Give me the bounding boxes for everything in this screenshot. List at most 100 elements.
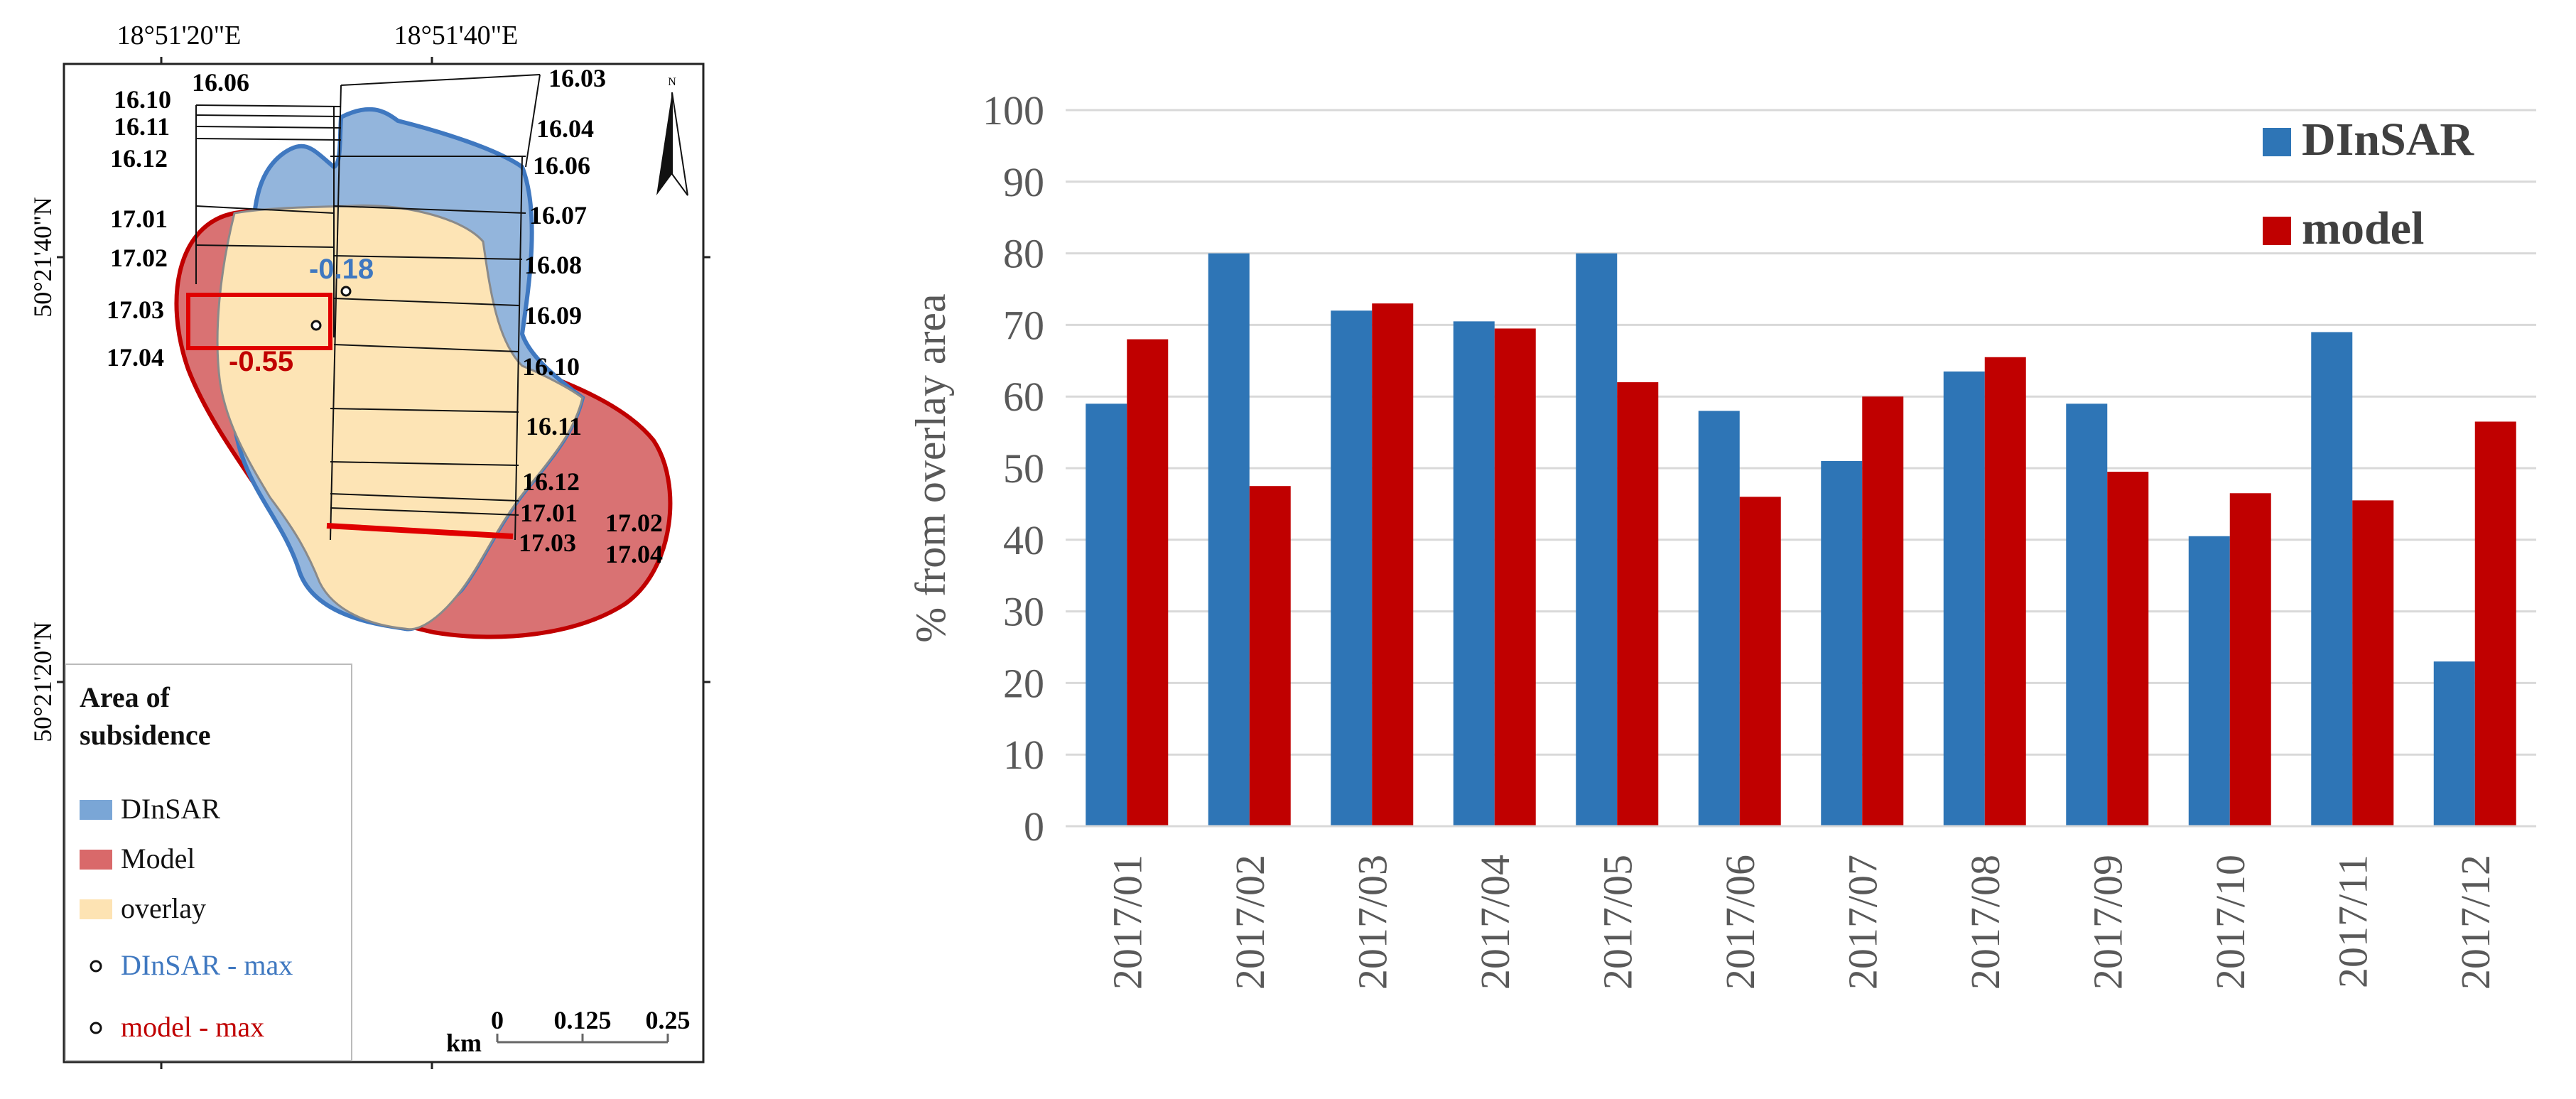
legend-label-dinsar: DInSAR — [2302, 114, 2474, 166]
panel-label: 16.12 — [110, 144, 168, 173]
y-tick-label: 20 — [1003, 660, 1044, 706]
x-axis-ticks: 2017/01 2017/02 2017/03 2017/04 2017/05 2017/… — [1104, 855, 2499, 990]
x-tick-label: 2017/01 — [1104, 855, 1150, 990]
bar-model-2017-02 — [1249, 486, 1291, 826]
legend-label-dinsar: DInSAR — [121, 793, 220, 825]
coord-top-1: 18°51'20"E — [117, 21, 242, 50]
y-tick-label: 70 — [1003, 302, 1044, 348]
dinsar-max-value: -0.18 — [309, 254, 374, 285]
bar-dinsar-2017-06 — [1698, 411, 1740, 826]
x-tick-label: 2017/08 — [1962, 855, 2008, 990]
y-axis-ticks: 0 10 20 30 40 50 60 70 80 90 100 — [983, 87, 1044, 850]
bar-model-2017-03 — [1372, 303, 1414, 826]
bar-dinsar-2017-07 — [1821, 460, 1863, 826]
panel-label: 17.04 — [107, 343, 164, 372]
legend-label-model: model — [2302, 202, 2424, 254]
legend-swatch-model — [2263, 217, 2291, 245]
scale-bar: km 0 0.125 0.25 — [446, 1006, 691, 1057]
y-axis-title: % from overlay area — [907, 293, 954, 642]
coord-top-2: 18°51'40"E — [394, 21, 519, 50]
legend-label-model-max: model - max — [121, 1011, 264, 1043]
legend-title-line1: Area of — [80, 681, 171, 713]
bar-model-2017-10 — [2229, 493, 2271, 826]
bar-dinsar-2017-08 — [1943, 371, 1985, 826]
bar-model-2017-07 — [1862, 396, 1904, 826]
y-tick-label: 90 — [1003, 159, 1044, 205]
x-tick-label: 2017/06 — [1717, 855, 1763, 990]
y-tick-label: 50 — [1003, 445, 1044, 492]
bar-dinsar-2017-03 — [1331, 310, 1373, 826]
chart-gridlines — [1066, 109, 2536, 756]
subsidence-map: 18°51'20"E 18°51'40"E 50°21'40"N 50°21'2… — [28, 21, 710, 1069]
dinsar-max-point — [340, 286, 352, 297]
bar-dinsar-2017-05 — [1576, 253, 1618, 827]
panel-label: 16.10 — [114, 85, 171, 114]
chart-bars — [1086, 253, 2516, 827]
y-tick-label: 10 — [1003, 732, 1044, 778]
bar-dinsar-2017-04 — [1453, 321, 1495, 826]
panel-label: 17.01 — [110, 205, 168, 233]
x-tick-label: 2017/05 — [1594, 855, 1640, 990]
panel-label: 16.10 — [522, 352, 580, 381]
y-tick-label: 40 — [1003, 517, 1044, 563]
legend-swatch-dinsar — [80, 800, 112, 820]
legend-marker-dinsar-max — [90, 960, 102, 973]
bar-model-2017-11 — [2352, 500, 2394, 826]
legend-box — [65, 664, 352, 1061]
panel-label: 17.01 — [520, 499, 578, 527]
panel-lines — [195, 74, 541, 541]
legend-swatch-overlay — [80, 899, 112, 919]
scale-label-2: 0.25 — [646, 1006, 691, 1034]
legend-label-model: Model — [121, 843, 195, 875]
model-max-point — [310, 320, 322, 331]
bar-dinsar-2017-09 — [2066, 404, 2108, 826]
x-tick-label: 2017/12 — [2452, 855, 2499, 990]
coord-left-2: 50°21'20"N — [28, 622, 57, 742]
bar-model-2017-09 — [2107, 472, 2149, 826]
model-max-panel — [186, 293, 332, 350]
y-tick-label: 100 — [983, 87, 1044, 134]
legend-label-dinsar-max: DInSAR - max — [121, 949, 293, 981]
panel-label: 16.12 — [522, 467, 580, 496]
y-tick-label: 30 — [1003, 589, 1044, 635]
bar-dinsar-2017-12 — [2433, 661, 2475, 826]
bar-dinsar-2017-02 — [1208, 253, 1250, 827]
legend-swatch-model — [80, 850, 112, 870]
map-frame — [63, 63, 705, 1063]
panel-label: 16.11 — [114, 112, 170, 141]
panel-label: 16.06 — [192, 68, 249, 97]
legend-title-line2: subsidence — [80, 719, 211, 751]
x-tick-label: 2017/04 — [1472, 855, 1518, 990]
coord-left-1: 50°21'40"N — [28, 197, 57, 318]
panel-label: 17.04 — [605, 540, 663, 568]
bar-dinsar-2017-10 — [2188, 536, 2230, 826]
bar-dinsar-2017-11 — [2311, 332, 2353, 827]
bar-model-2017-08 — [1984, 357, 2026, 826]
panel-label: 16.08 — [524, 251, 582, 279]
panel-label: 16.03 — [548, 64, 606, 92]
x-tick-label: 2017/02 — [1227, 855, 1273, 990]
bar-model-2017-06 — [1739, 497, 1781, 826]
panel-label: 17.03 — [107, 296, 164, 324]
panel-label: 16.11 — [526, 412, 582, 440]
legend-label-overlay: overlay — [121, 892, 206, 924]
x-tick-label: 2017/11 — [2329, 855, 2376, 988]
x-tick-label: 2017/09 — [2084, 855, 2131, 990]
model-max-value: -0.55 — [229, 346, 293, 377]
panel-label: 16.09 — [524, 301, 582, 330]
bar-model-2017-12 — [2474, 421, 2516, 826]
panel-label: 17.03 — [519, 529, 576, 557]
panel-label: 17.02 — [605, 509, 663, 537]
bar-model-2017-05 — [1617, 382, 1659, 826]
overlay-area — [216, 204, 584, 631]
bar-model-2017-04 — [1494, 328, 1536, 826]
x-tick-label: 2017/10 — [2207, 855, 2253, 990]
y-tick-label: 60 — [1003, 374, 1044, 420]
x-tick-label: 2017/07 — [1839, 855, 1885, 990]
panel-label: 16.06 — [533, 151, 590, 180]
bar-model-2017-01 — [1127, 339, 1169, 826]
scale-unit: km — [446, 1029, 482, 1057]
scale-label-0: 0 — [491, 1006, 504, 1034]
y-tick-label: 0 — [1024, 803, 1044, 850]
scale-label-1: 0.125 — [554, 1006, 612, 1034]
